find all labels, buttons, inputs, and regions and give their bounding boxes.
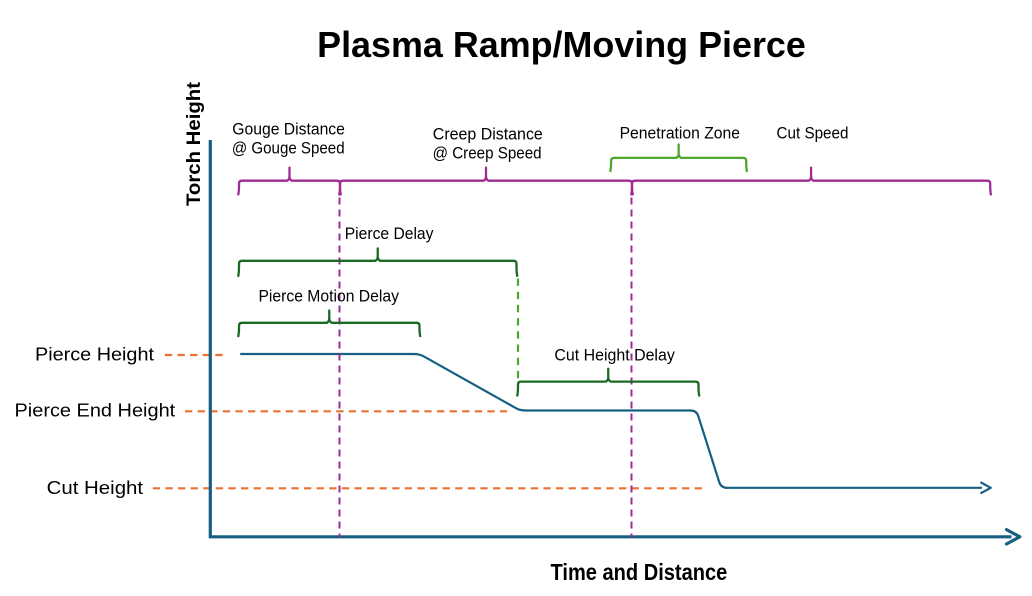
svg-text:Pierce Delay: Pierce Delay (345, 225, 434, 243)
svg-text:@ Gouge Speed: @ Gouge Speed (232, 140, 345, 158)
svg-text:Gouge Distance: Gouge Distance (232, 120, 345, 138)
svg-text:Pierce End Height: Pierce End Height (15, 400, 177, 421)
svg-text:Torch Height: Torch Height (183, 81, 205, 206)
svg-text:Plasma Ramp/Moving Pierce: Plasma Ramp/Moving Pierce (317, 24, 806, 65)
svg-text:Time and Distance: Time and Distance (551, 559, 728, 585)
svg-text:Pierce Height: Pierce Height (35, 344, 155, 365)
svg-text:Creep Distance: Creep Distance (433, 126, 543, 144)
svg-text:@ Creep Speed: @ Creep Speed (433, 145, 542, 163)
svg-text:Pierce Motion Delay: Pierce Motion Delay (258, 287, 399, 305)
svg-text:Cut Speed: Cut Speed (777, 124, 849, 142)
svg-text:Cut Height Delay: Cut Height Delay (554, 347, 675, 365)
svg-text:Penetration Zone: Penetration Zone (620, 124, 740, 142)
svg-text:Cut Height: Cut Height (47, 477, 144, 498)
